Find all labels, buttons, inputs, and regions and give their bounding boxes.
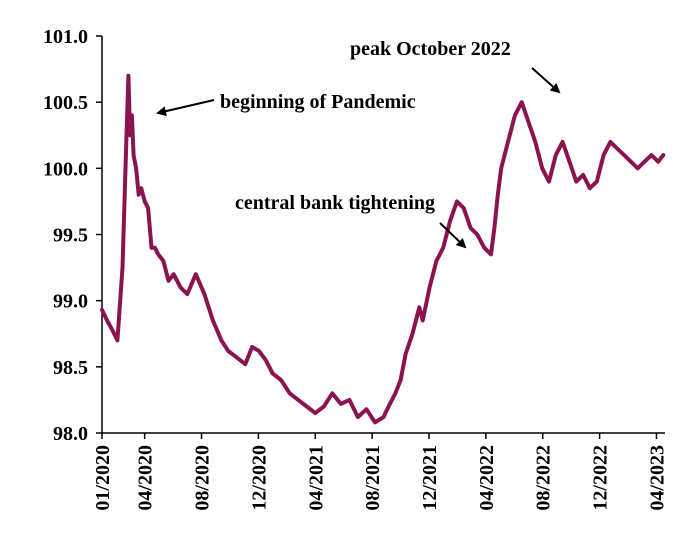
x-tick-label: 04/2022	[476, 445, 498, 511]
annotation-arrow	[156, 99, 215, 117]
series-group	[100, 73, 666, 425]
x-tick-label: 08/2022	[533, 445, 555, 511]
x-tick-label: 12/2020	[248, 445, 270, 511]
x-tick-label: 04/2020	[135, 445, 157, 511]
y-tick-label: 100.0	[43, 158, 88, 180]
y-tick-label: 98.0	[53, 423, 88, 445]
y-tick-label: 100.5	[43, 92, 88, 114]
x-axis-ticks: 01/2020 04/2020 08/2020 12/2020 04/2021 08/20…	[92, 433, 668, 511]
y-tick-label: 99.0	[53, 291, 88, 313]
annotation-arrow	[439, 222, 467, 249]
series-line	[100, 73, 666, 425]
annotation-label: central bank tightening	[235, 192, 435, 214]
x-tick-label: 04/2021	[305, 445, 327, 511]
y-tick-label: 98.5	[53, 357, 88, 379]
x-tick-label: 08/2021	[362, 445, 384, 511]
x-tick-label: 08/2020	[192, 445, 214, 511]
x-tick-label: 01/2020	[92, 445, 114, 511]
x-tick-label: 04/2023	[646, 445, 668, 511]
annotation-arrow	[531, 67, 561, 94]
annotation-label: peak October 2022	[350, 38, 511, 60]
y-tick-label: 99.5	[53, 225, 88, 247]
x-tick-label: 12/2022	[590, 445, 612, 511]
annotations: beginning of Pandemic central bank tighte…	[156, 38, 561, 249]
y-axis-ticks: 98.0 98.5 99.0 99.5 100.0 100.5 101.0	[43, 26, 102, 445]
x-tick-label: 12/2021	[419, 445, 441, 511]
annotation-label: beginning of Pandemic	[220, 91, 416, 113]
y-tick-label: 101.0	[43, 26, 88, 48]
